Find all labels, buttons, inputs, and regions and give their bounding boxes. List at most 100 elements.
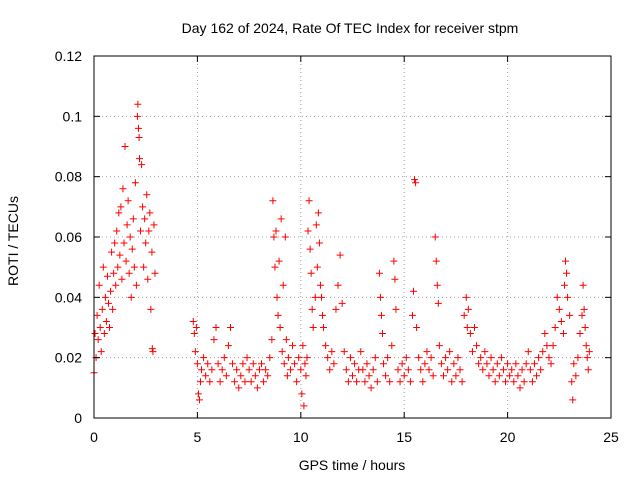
- data-point: [142, 239, 150, 247]
- data-point: [91, 330, 99, 338]
- data-point: [255, 366, 263, 374]
- data-point: [147, 305, 155, 313]
- data-point: [568, 378, 576, 386]
- data-point: [392, 305, 400, 313]
- data-point: [543, 342, 551, 350]
- data-point: [270, 233, 278, 241]
- data-point: [282, 336, 290, 344]
- data-point: [137, 227, 145, 235]
- data-point: [369, 366, 377, 374]
- data-point: [326, 366, 334, 374]
- data-point: [114, 263, 122, 271]
- data-point: [247, 378, 255, 386]
- data-point: [235, 384, 243, 392]
- data-point: [524, 348, 532, 356]
- data-point: [121, 143, 129, 150]
- data-point: [297, 366, 305, 374]
- data-point: [286, 366, 294, 374]
- data-point: [499, 366, 507, 374]
- data-point: [139, 203, 147, 211]
- data-point: [313, 263, 321, 271]
- data-point: [437, 360, 445, 368]
- data-point: [214, 360, 222, 368]
- data-point: [549, 342, 557, 350]
- data-point: [520, 378, 528, 386]
- data-point: [427, 354, 435, 362]
- data-point: [108, 248, 116, 256]
- data-point: [299, 342, 307, 350]
- data-point: [320, 324, 328, 331]
- data-point: [98, 305, 106, 313]
- data-point: [518, 366, 526, 374]
- data-point: [194, 390, 202, 398]
- y-tick-label: 0.02: [55, 350, 82, 366]
- data-point: [454, 354, 462, 362]
- data-point: [380, 360, 388, 368]
- data-point: [222, 372, 230, 380]
- data-point: [206, 378, 214, 386]
- data-point: [309, 324, 317, 331]
- data-point: [342, 366, 350, 374]
- data-point: [126, 233, 134, 241]
- data-point: [564, 293, 572, 301]
- data-point: [97, 348, 105, 356]
- data-point: [468, 348, 476, 356]
- data-point: [489, 366, 497, 374]
- chart-title: Day 162 of 2024, Rate Of TEC Index for r…: [182, 20, 519, 36]
- data-point: [574, 354, 582, 362]
- data-point: [336, 251, 344, 259]
- data-point: [569, 396, 577, 404]
- data-point: [373, 378, 381, 386]
- data-point: [106, 324, 114, 331]
- data-point: [277, 215, 285, 223]
- data-point: [357, 348, 365, 356]
- data-point: [346, 354, 354, 362]
- data-point: [233, 366, 241, 374]
- data-point: [408, 311, 416, 319]
- data-point: [439, 372, 447, 380]
- data-point: [516, 384, 524, 392]
- data-point: [396, 378, 404, 386]
- data-point: [111, 239, 119, 247]
- data-point: [456, 366, 464, 374]
- data-point: [124, 197, 132, 205]
- data-point: [283, 372, 291, 380]
- data-point: [570, 360, 578, 368]
- data-point: [537, 366, 545, 374]
- data-point: [406, 378, 414, 386]
- data-point: [300, 402, 308, 410]
- data-point: [504, 360, 512, 368]
- data-point: [133, 112, 141, 120]
- data-point: [446, 348, 454, 356]
- data-point: [120, 239, 128, 247]
- data-point: [118, 275, 126, 283]
- data-point: [314, 209, 322, 217]
- data-point: [141, 215, 149, 223]
- data-point: [432, 257, 440, 265]
- data-point: [388, 342, 396, 350]
- data-point: [204, 360, 212, 368]
- data-point: [291, 360, 299, 368]
- data-point: [429, 372, 437, 380]
- data-point: [541, 330, 549, 338]
- data-point: [351, 360, 359, 368]
- data-point: [340, 348, 348, 356]
- data-point: [378, 330, 386, 338]
- data-point: [423, 348, 431, 356]
- data-point: [273, 293, 281, 301]
- y-tick-label: 0.04: [55, 289, 82, 305]
- data-point: [229, 360, 237, 368]
- data-point: [200, 354, 208, 362]
- data-point: [107, 287, 115, 295]
- data-point: [117, 203, 125, 211]
- data-point: [123, 221, 131, 229]
- data-point: [466, 330, 474, 338]
- data-point: [280, 360, 288, 368]
- data-point: [195, 396, 203, 404]
- data-point: [138, 161, 146, 169]
- y-axis-label: ROTI / TECUs: [5, 196, 21, 286]
- data-point: [353, 378, 361, 386]
- data-point: [140, 263, 148, 271]
- y-tick-label: 0.12: [55, 48, 82, 64]
- data-point: [231, 378, 239, 386]
